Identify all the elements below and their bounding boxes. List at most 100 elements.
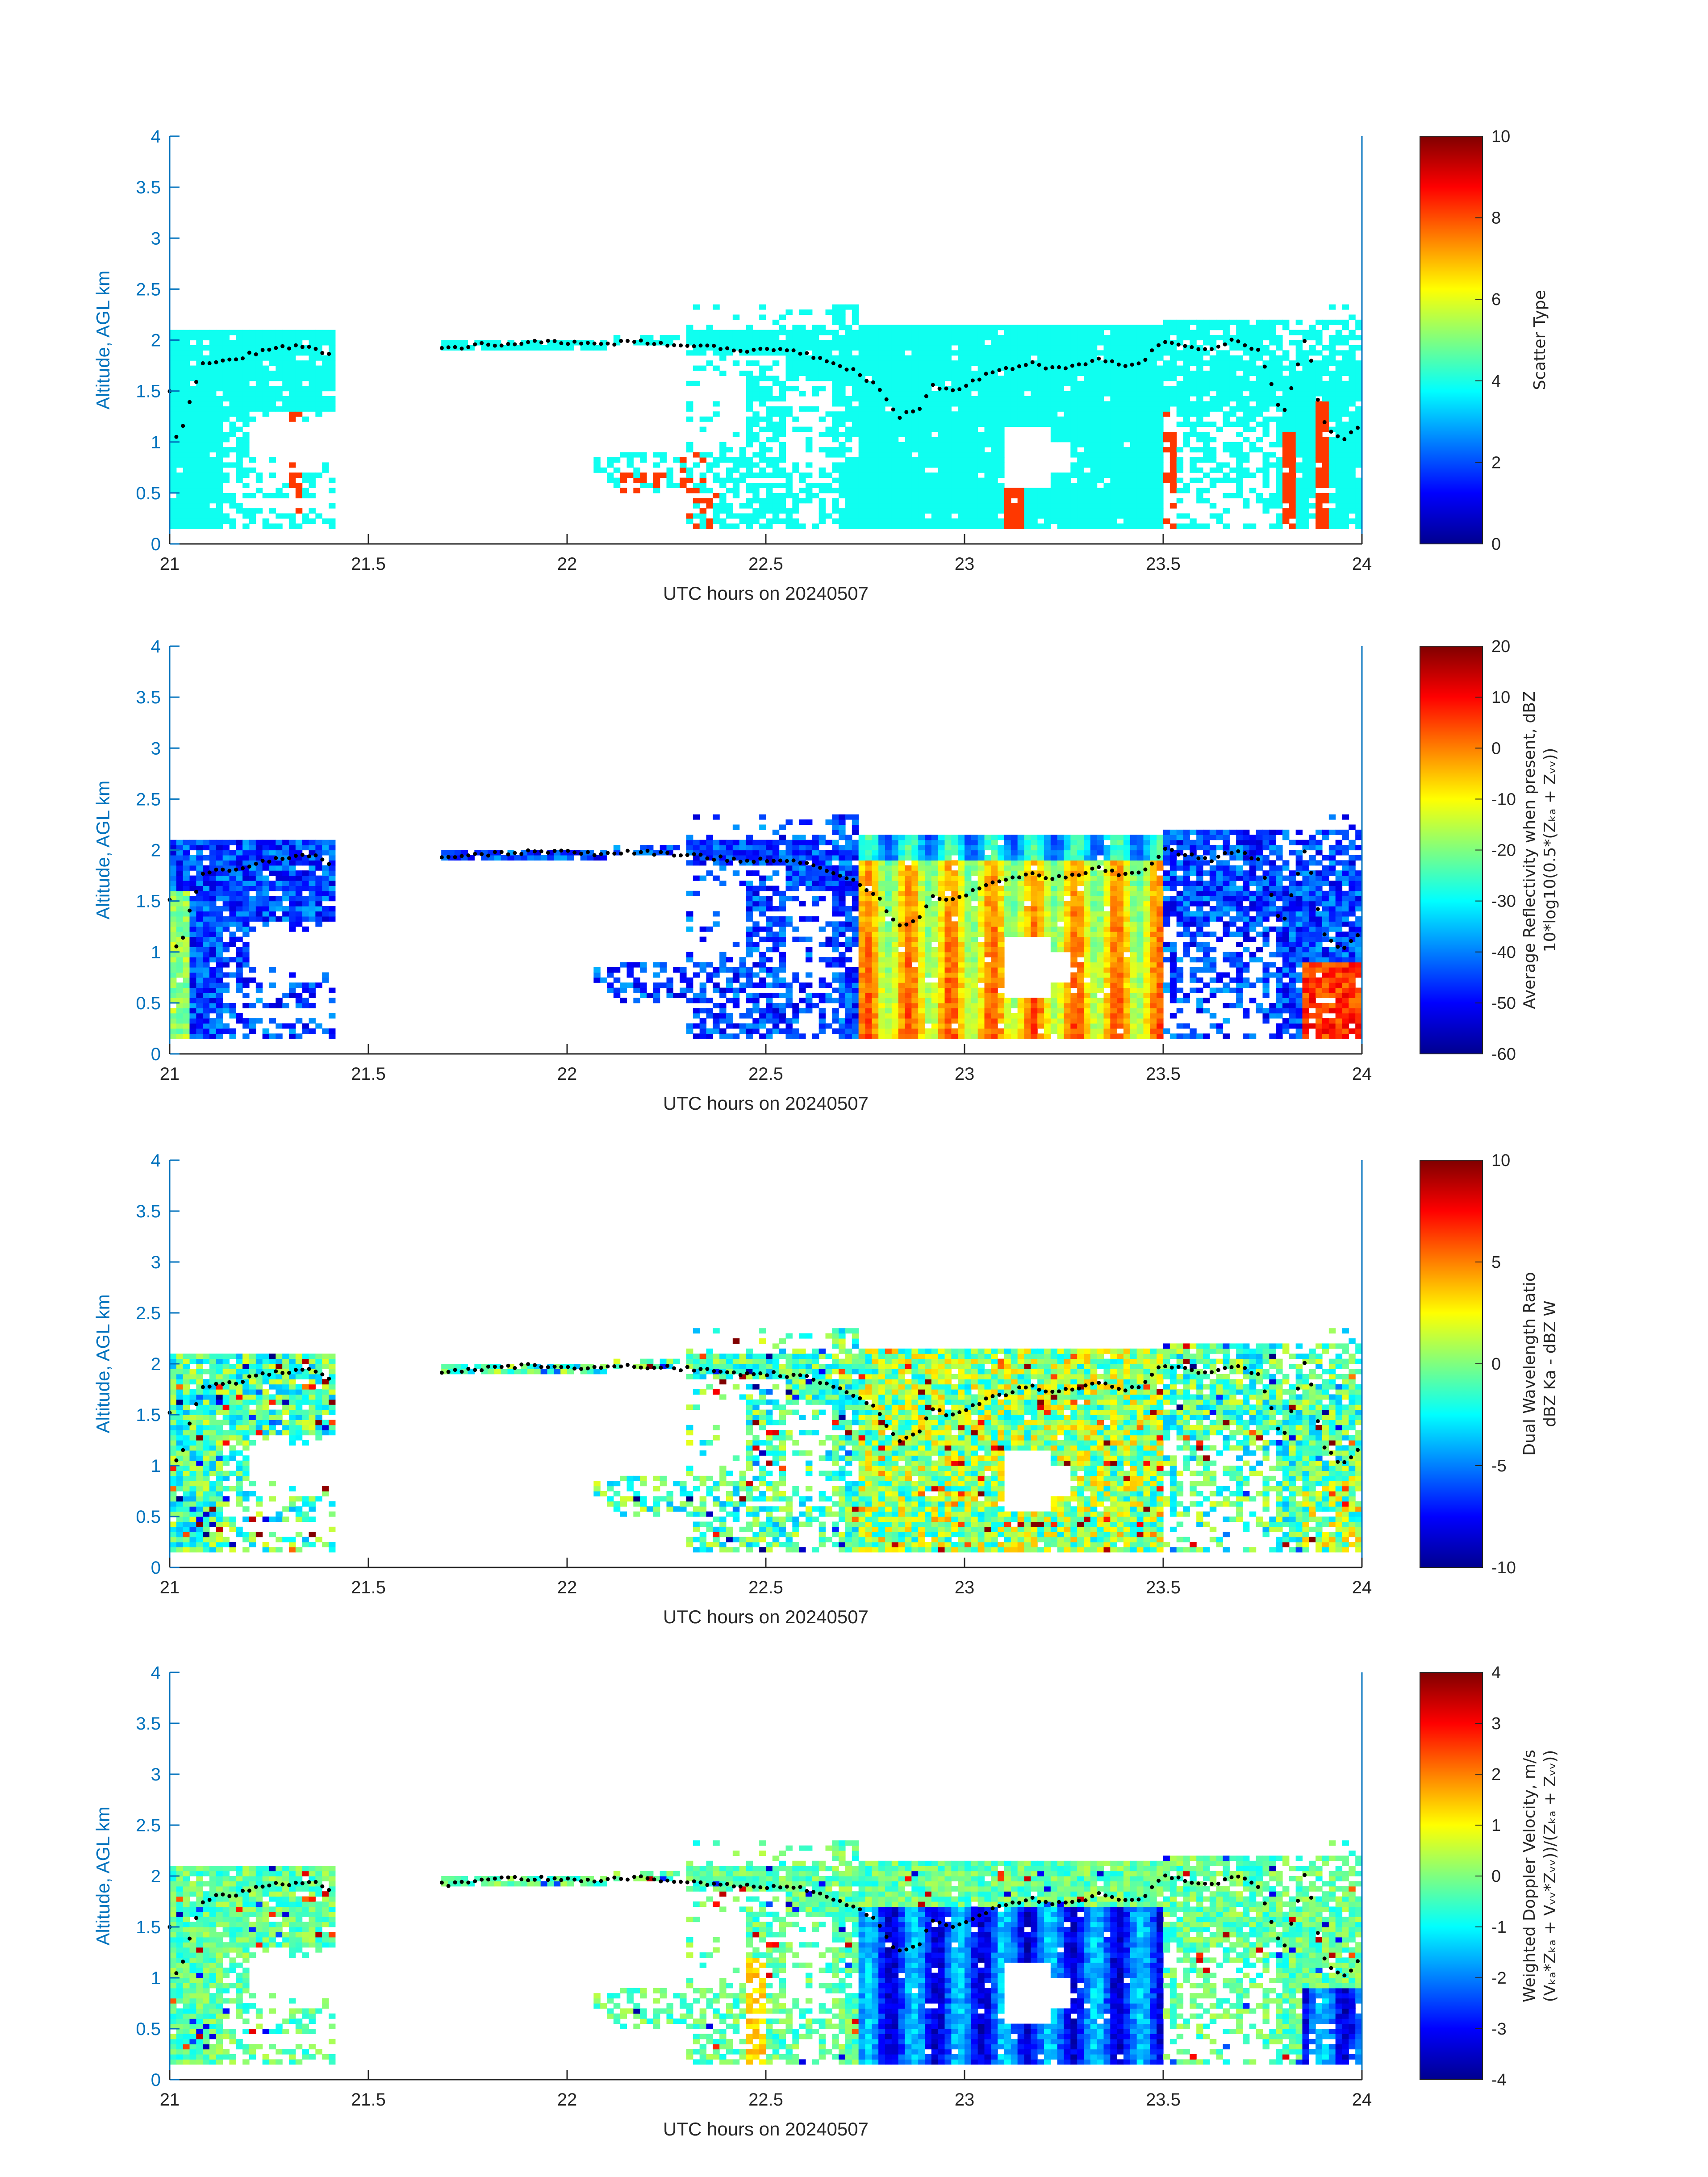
heatmap-cell (262, 365, 270, 371)
heatmap-cell (216, 926, 223, 932)
heatmap-cell (1342, 391, 1349, 397)
heatmap-cell (1216, 350, 1224, 356)
heatmap-cell (984, 518, 991, 524)
heatmap-cell (1309, 422, 1316, 427)
heatmap-cell (276, 845, 283, 851)
heatmap-cell (1011, 360, 1018, 366)
heatmap-cell (785, 513, 793, 519)
cloud-top-dot (1342, 437, 1347, 441)
heatmap-cell (739, 472, 747, 478)
heatmap-cell (236, 370, 243, 376)
heatmap-cell (1070, 488, 1077, 493)
heatmap-cell (925, 498, 932, 504)
heatmap-cell (1276, 365, 1283, 371)
heatmap-cell (799, 498, 806, 504)
heatmap-cell (792, 370, 799, 376)
heatmap-cell (640, 845, 647, 851)
heatmap-cell (1110, 508, 1117, 514)
heatmap-cell (1216, 335, 1224, 341)
heatmap-cell (1136, 508, 1144, 514)
heatmap-cell (1163, 472, 1170, 478)
heatmap-cell (1243, 457, 1250, 463)
heatmap-cell (1143, 523, 1150, 529)
heatmap-cell (965, 355, 972, 361)
heatmap-cell (1077, 472, 1084, 478)
heatmap-cell (885, 452, 892, 458)
heatmap-cell (865, 340, 872, 346)
heatmap-cell (229, 350, 236, 356)
cloud-top-dot (864, 379, 869, 383)
heatmap-cell (170, 513, 177, 519)
heatmap-cell (1243, 370, 1250, 376)
heatmap-cell (1282, 422, 1290, 427)
heatmap-cell (1276, 386, 1283, 392)
heatmap-cell (1117, 457, 1124, 463)
heatmap-cell (236, 391, 243, 397)
heatmap-cell (1269, 330, 1276, 335)
heatmap-cell (1190, 380, 1197, 386)
heatmap-cell (1050, 335, 1058, 341)
heatmap-cell (295, 870, 303, 876)
heatmap-cell (1070, 380, 1077, 386)
heatmap-cell (309, 1018, 316, 1024)
heatmap-cell (176, 391, 184, 397)
heatmap-cell (746, 360, 753, 366)
heatmap-cell (1289, 477, 1296, 483)
heatmap-cell (998, 411, 1005, 417)
heatmap-cell (1017, 411, 1025, 417)
heatmap-cell (977, 488, 985, 493)
heatmap-cell (977, 406, 985, 412)
heatmap-cell (905, 340, 912, 346)
heatmap-cell (872, 330, 879, 335)
heatmap-cell (1276, 498, 1283, 504)
heatmap-cell (1229, 380, 1236, 386)
heatmap-cell (1084, 330, 1091, 335)
heatmap-cell (229, 376, 236, 381)
heatmap-cell (858, 442, 866, 447)
heatmap-cell (1289, 365, 1296, 371)
heatmap-cell (170, 508, 177, 514)
heatmap-cell (1295, 503, 1303, 509)
heatmap-cell (269, 350, 276, 356)
heatmap-cell (1130, 462, 1137, 468)
heatmap-cell (1110, 426, 1117, 432)
heatmap-cell (209, 982, 217, 988)
heatmap-cell (1163, 411, 1170, 417)
heatmap-cell (236, 467, 243, 473)
heatmap-cell (626, 452, 634, 458)
heatmap-cell (878, 396, 885, 402)
heatmap-cell (1209, 457, 1217, 463)
heatmap-cell (1223, 462, 1230, 468)
heatmap-cell (878, 340, 885, 346)
heatmap-cell (1282, 452, 1290, 458)
heatmap-cell (898, 457, 906, 463)
heatmap-cell (176, 1018, 184, 1024)
heatmap-cell (262, 370, 270, 376)
cloud-top-dot (1322, 420, 1327, 424)
heatmap-cell (825, 370, 832, 376)
heatmap-cell (1037, 330, 1044, 335)
heatmap-cell (1328, 483, 1336, 489)
heatmap-cell (216, 1033, 223, 1039)
heatmap-cell (222, 360, 230, 366)
heatmap-cell (295, 386, 303, 392)
heatmap-cell (825, 376, 832, 381)
heatmap-cell (1216, 401, 1224, 407)
cloud-top-dot (1296, 362, 1300, 367)
heatmap-cell (1077, 462, 1084, 468)
heatmap-cell (1130, 411, 1137, 417)
heatmap-cell (1276, 488, 1283, 493)
heatmap-cell (1123, 513, 1131, 519)
heatmap-cell (269, 916, 276, 922)
heatmap-cell (302, 1028, 309, 1034)
heatmap-cell (222, 376, 230, 381)
heatmap-cell (812, 386, 819, 392)
heatmap-cell (839, 422, 846, 427)
heatmap-cell (1262, 319, 1270, 325)
heatmap-cell (1190, 462, 1197, 468)
heatmap-cell (209, 523, 217, 529)
heatmap-cell (865, 513, 872, 519)
heatmap-cell (779, 386, 786, 392)
heatmap-cell (1097, 335, 1104, 341)
heatmap-cell (183, 1008, 190, 1014)
